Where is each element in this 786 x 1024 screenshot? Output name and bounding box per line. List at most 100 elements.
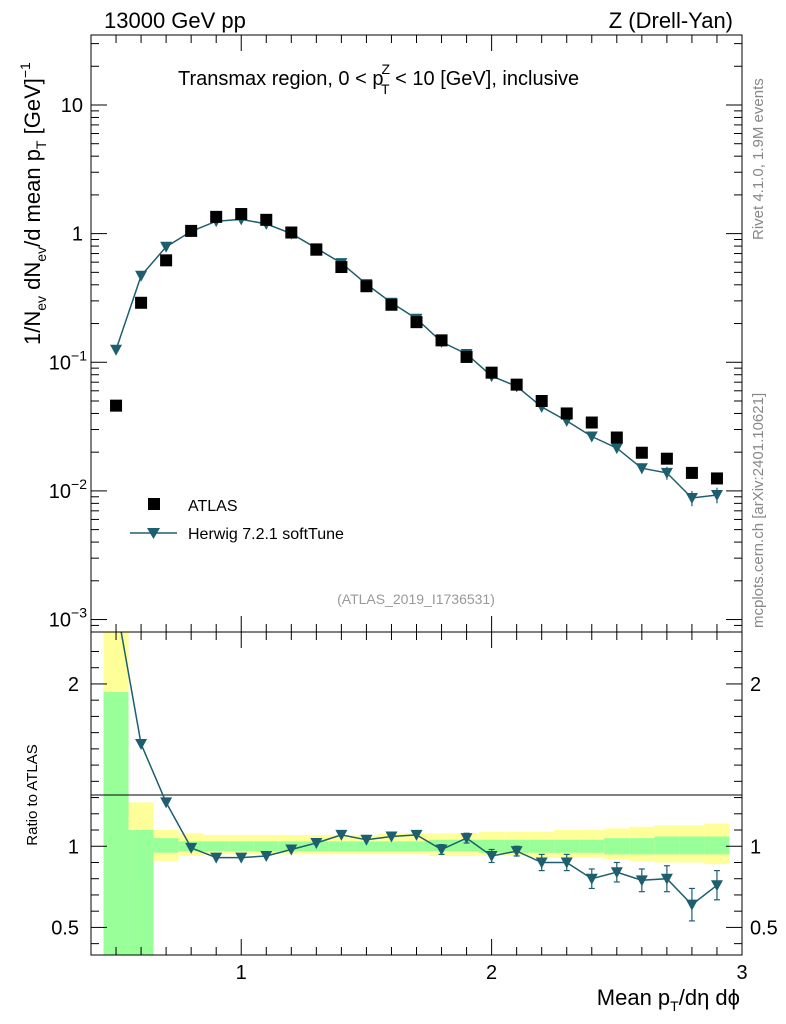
main-y-tick-label: 10 [61, 95, 83, 117]
mc-series-line [115, 218, 718, 499]
mc-point [685, 493, 698, 505]
atlas-point [410, 316, 423, 329]
ratio-band-inner [679, 836, 705, 855]
ratio-band-inner [529, 839, 555, 853]
ratio-band-inner [153, 838, 179, 853]
legend-mc-marker [147, 528, 160, 539]
main-y-tick-label: 1 [72, 224, 83, 246]
atlas-point [285, 226, 298, 239]
analysis-id-label: (ATLAS_2019_I1736531) [337, 591, 495, 607]
ratio-point [560, 857, 573, 869]
ratio-y-tick-label: 1 [68, 836, 79, 858]
atlas-point [235, 208, 248, 221]
ratio-point [685, 899, 698, 911]
ratio-band-inner [479, 839, 505, 853]
ratio-band-inner [103, 692, 129, 955]
ratio-plot-panel: 0.5 0.5 1 1 2 2 1 2 3 Ratio to ATLAS Mean pT/dη … [24, 598, 778, 1014]
mc-point [585, 431, 598, 443]
atlas-point [510, 378, 523, 391]
ratio-y-tick-label-right: 1 [750, 836, 761, 858]
atlas-point [710, 472, 723, 485]
rivet-version-label: Rivet 4.1.0, 1.9M events [750, 78, 767, 240]
ratio-band-inner [128, 830, 154, 955]
ratio-y-tick-label: 0.5 [51, 917, 79, 939]
main-y-tick-label: 10−1 [49, 347, 87, 374]
mc-point [660, 467, 673, 479]
atlas-point [310, 243, 323, 256]
ratio-point [460, 833, 473, 845]
ratio-band-inner [454, 839, 480, 852]
atlas-point [685, 466, 698, 479]
ratio-point [410, 829, 423, 841]
atlas-point [435, 334, 448, 347]
ratio-band-inner [704, 836, 730, 855]
ratio-band-inner [403, 841, 430, 852]
ratio-point [610, 867, 623, 879]
region-title: Transmax region, 0 < pZ T < 10 [GeV], inc… [178, 61, 579, 97]
atlas-point [110, 399, 123, 412]
ratio-point [485, 850, 498, 862]
ratio-band-inner [604, 838, 630, 855]
mc-point [635, 463, 648, 475]
legend: ATLAS Herwig 7.2.1 softTune [130, 498, 344, 543]
ratio-series-line [120, 632, 718, 906]
ratio-band-inner [353, 841, 379, 852]
atlas-point [585, 416, 598, 429]
legend-mc-label: Herwig 7.2.1 softTune [188, 526, 344, 543]
ratio-point [360, 834, 373, 846]
legend-atlas-label: ATLAS [188, 498, 238, 515]
ratio-point [585, 873, 598, 885]
ratio-point [385, 831, 398, 843]
main-plot-panel: 10−3 10−2 10−1 1 10 Transmax region, 0 < pZ T… [17, 34, 743, 633]
ratio-y-tick-label: 2 [68, 674, 79, 696]
atlas-point [460, 350, 473, 363]
main-y-tick-label: 10−2 [49, 476, 87, 503]
ratio-point [510, 846, 523, 858]
atlas-point [610, 431, 623, 444]
ratio-band-inner [328, 841, 354, 852]
ratio-series-group [110, 598, 723, 922]
ratio-band-inner [629, 838, 655, 855]
atlas-point [160, 254, 173, 267]
ratio-point [710, 880, 723, 892]
mc-point [160, 241, 173, 253]
ratio-point [135, 738, 148, 750]
x-tick-label: 1 [236, 962, 247, 984]
energy-label: 13000 GeV pp [104, 8, 246, 33]
ratio-point [660, 873, 673, 885]
atlas-point [660, 452, 673, 465]
mc-point [710, 489, 723, 501]
x-tick-label: 3 [736, 962, 747, 984]
atlas-point [360, 280, 373, 293]
ratio-point [185, 842, 198, 854]
ratio-y-axis-label: Ratio to ATLAS [24, 744, 41, 845]
atlas-point [135, 296, 148, 309]
ratio-band-inner [253, 841, 279, 852]
main-y-tick-label: 10−3 [49, 605, 87, 632]
ratio-point [635, 875, 648, 887]
ratio-band-inner [228, 841, 254, 852]
atlas-point [335, 261, 348, 274]
ratio-point [285, 844, 298, 856]
atlas-point [385, 298, 398, 311]
ratio-band-inner [378, 841, 404, 852]
ratio-band-inner [654, 836, 680, 855]
x-tick-label: 2 [486, 962, 497, 984]
ratio-point [110, 598, 122, 609]
mc-point [110, 344, 123, 356]
ratio-point [435, 844, 448, 856]
main-y-axis-label: 1/Nev dNev/d mean pT [GeV]−1 [17, 62, 49, 345]
process-label: Z (Drell-Yan) [609, 8, 733, 33]
atlas-point [635, 446, 648, 459]
atlas-point [535, 394, 548, 407]
ratio-y-tick-label-right: 2 [750, 674, 761, 696]
x-axis-label: Mean pT/dη dϕ [597, 985, 740, 1014]
ratio-band-inner [554, 839, 580, 853]
atlas-point [485, 366, 498, 379]
atlas-point [560, 407, 573, 420]
ratio-point [160, 797, 173, 809]
ratio-point [310, 838, 323, 850]
ratio-point [235, 852, 248, 864]
atlas-point [185, 224, 198, 237]
ratio-band-inner [579, 839, 605, 853]
